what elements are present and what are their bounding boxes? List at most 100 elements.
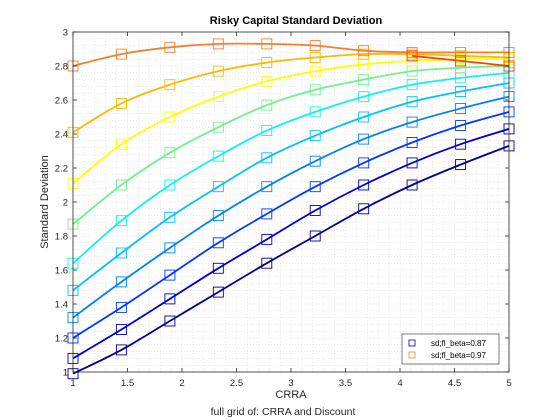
x-tick-label: 2 <box>179 378 184 389</box>
data-point-marker <box>115 48 127 60</box>
data-point-marker <box>455 159 467 171</box>
x-tick-label: 4.5 <box>448 378 461 389</box>
data-point-marker <box>455 138 467 150</box>
data-point-marker <box>309 130 321 142</box>
data-point-marker <box>212 91 224 103</box>
data-point-marker <box>261 57 273 69</box>
data-point-marker <box>261 233 273 245</box>
data-point-marker <box>261 38 273 50</box>
legend: sd;fl_beta=0.87 sd;fl_beta=0.97 <box>401 333 500 365</box>
data-point-marker <box>406 137 418 148</box>
data-point-marker <box>212 121 224 133</box>
series-line <box>72 145 510 375</box>
data-point-marker <box>115 247 127 259</box>
x-tick-label: 5 <box>506 378 511 389</box>
data-point-marker <box>115 97 127 109</box>
data-point-marker <box>115 179 127 191</box>
data-point-marker <box>406 79 418 91</box>
legend-marker-1 <box>408 339 416 347</box>
y-tick-label: 2.2 <box>55 164 68 175</box>
data-point-marker <box>212 210 224 222</box>
series-10 <box>67 38 515 72</box>
data-point-marker <box>455 86 467 97</box>
data-point-marker <box>164 211 176 223</box>
data-point-marker <box>212 237 224 249</box>
y-tick-label: 1.8 <box>55 232 68 243</box>
data-point-marker <box>212 38 224 50</box>
series-line <box>72 65 510 225</box>
series-6 <box>67 67 515 269</box>
data-point-marker <box>164 242 176 254</box>
data-point-marker <box>358 91 370 103</box>
y-tick-label: 1.6 <box>55 266 68 277</box>
data-point-marker <box>261 257 273 269</box>
ticks: 1 1.5 2 2.5 3 3.5 4 4.5 5 1 1.2 1.4 1.6 1.8 2 2.2 2.4 2.6… <box>55 28 512 390</box>
data-point-marker <box>309 40 321 52</box>
y-tick-label: 2.8 <box>55 62 68 73</box>
data-point-marker <box>261 99 273 111</box>
footnote: full grid of: CRRA and Discount <box>211 406 356 418</box>
data-point-marker <box>212 181 224 193</box>
data-point-marker <box>309 84 321 96</box>
data-point-marker <box>115 301 127 313</box>
data-point-marker <box>261 125 273 137</box>
legend-box <box>401 333 500 365</box>
legend-marker-2 <box>408 351 416 359</box>
x-tick-label: 3 <box>288 378 293 389</box>
data-point-marker <box>164 79 176 91</box>
data-point-marker <box>358 45 370 57</box>
series-line <box>72 95 510 319</box>
y-tick-label: 1.4 <box>55 300 68 311</box>
data-point-marker <box>309 106 321 118</box>
series-line <box>72 111 510 339</box>
data-point-marker <box>406 50 418 62</box>
x-tick-label: 3.5 <box>339 378 352 389</box>
x-axis-label: CRRA <box>275 389 307 401</box>
series-line <box>72 82 510 292</box>
legend-label-2: sd;fl_beta=0.97 <box>431 351 486 360</box>
data-point-marker <box>261 181 273 193</box>
data-point-marker <box>406 157 418 169</box>
y-tick-label: 1.2 <box>55 334 68 345</box>
data-point-marker <box>164 315 176 327</box>
data-point-marker <box>358 157 370 169</box>
y-tick-label: 1 <box>63 368 68 379</box>
data-point-marker <box>261 152 273 164</box>
data-point-marker <box>358 74 370 86</box>
data-point-marker <box>164 179 176 191</box>
data-point-marker <box>164 293 176 305</box>
data-point-marker <box>164 147 176 159</box>
data-point-marker <box>115 276 127 288</box>
series-1 <box>67 140 515 380</box>
data-point-marker <box>309 52 321 63</box>
data-point-marker <box>212 286 224 298</box>
y-tick-label: 2.6 <box>55 96 68 107</box>
data-point-marker <box>309 65 321 77</box>
data-point-marker <box>164 269 176 281</box>
data-point-marker <box>212 150 224 162</box>
series-line <box>72 71 510 264</box>
y-tick-label: 2 <box>63 198 68 209</box>
data-point-marker <box>455 120 467 131</box>
data-point-marker <box>261 208 273 220</box>
y-tick-label: 2.4 <box>55 130 68 141</box>
data-point-marker <box>115 344 127 356</box>
series-line <box>72 52 510 134</box>
y-tick-label: 3 <box>63 28 68 39</box>
series-line <box>72 128 510 360</box>
data-point-marker <box>406 96 418 108</box>
legend-label-1: sd;fl_beta=0.87 <box>431 339 486 348</box>
data-point-marker <box>115 215 127 227</box>
y-axis-label: Standard Deviation <box>39 155 51 249</box>
x-tick-label: 1 <box>70 378 75 389</box>
series-line <box>72 42 510 67</box>
data-point-marker <box>455 46 467 58</box>
data-point-marker <box>309 181 321 193</box>
x-tick-label: 1.5 <box>121 378 134 389</box>
series-line <box>72 58 510 184</box>
data-point-marker <box>309 230 321 242</box>
data-point-marker <box>212 262 224 274</box>
x-tick-label: 4 <box>397 378 402 389</box>
